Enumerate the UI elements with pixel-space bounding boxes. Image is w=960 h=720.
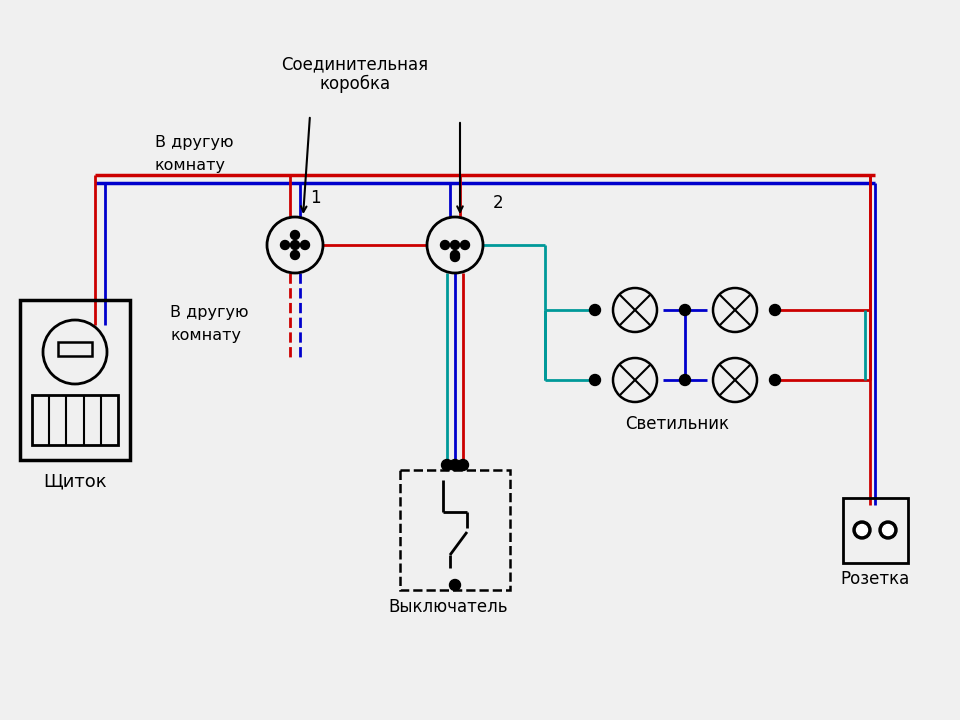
Circle shape — [589, 374, 601, 385]
Circle shape — [291, 230, 300, 240]
Bar — [58, 342, 92, 356]
Circle shape — [449, 580, 461, 590]
Circle shape — [856, 524, 868, 536]
Text: Розетка: Розетка — [840, 570, 910, 588]
Circle shape — [291, 251, 300, 259]
Circle shape — [442, 459, 452, 470]
Circle shape — [589, 305, 601, 315]
Circle shape — [770, 305, 780, 315]
Circle shape — [461, 240, 469, 250]
Text: комнату: комнату — [155, 158, 226, 173]
Text: В другую: В другую — [170, 305, 249, 320]
Text: В другую: В другую — [155, 135, 233, 150]
Circle shape — [879, 521, 897, 539]
Circle shape — [450, 251, 460, 259]
Circle shape — [853, 521, 871, 539]
Bar — [20, 300, 130, 460]
Text: комнату: комнату — [170, 328, 241, 343]
Circle shape — [280, 240, 290, 250]
Circle shape — [450, 253, 460, 261]
Circle shape — [458, 459, 468, 470]
Circle shape — [441, 240, 449, 250]
Circle shape — [680, 305, 690, 315]
Text: Светильник: Светильник — [625, 415, 729, 433]
Text: 1: 1 — [310, 189, 321, 207]
Circle shape — [770, 374, 780, 385]
Circle shape — [450, 240, 460, 250]
Text: Соединительная: Соединительная — [281, 55, 428, 73]
Bar — [400, 470, 510, 590]
Circle shape — [291, 240, 300, 250]
Circle shape — [680, 374, 690, 385]
Text: Щиток: Щиток — [43, 472, 107, 490]
Bar — [32, 395, 118, 445]
Circle shape — [449, 459, 461, 470]
Bar — [843, 498, 908, 563]
Text: коробка: коробка — [320, 75, 391, 93]
Text: Выключатель: Выключатель — [388, 598, 508, 616]
Circle shape — [882, 524, 894, 536]
Text: 2: 2 — [493, 194, 504, 212]
Circle shape — [300, 240, 309, 250]
